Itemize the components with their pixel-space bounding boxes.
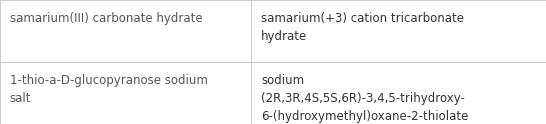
- Text: samarium(+3) cation tricarbonate
hydrate: samarium(+3) cation tricarbonate hydrate: [261, 12, 464, 43]
- Text: sodium
(2R,3R,4S,5S,6R)-3,4,5-trihydroxy-
6-(hydroxymethyl)oxane-2-thiolate: sodium (2R,3R,4S,5S,6R)-3,4,5-trihydroxy…: [261, 74, 468, 123]
- Text: samarium(III) carbonate hydrate: samarium(III) carbonate hydrate: [10, 12, 203, 25]
- Text: 1-thio-a-D-glucopyranose sodium
salt: 1-thio-a-D-glucopyranose sodium salt: [10, 74, 207, 105]
